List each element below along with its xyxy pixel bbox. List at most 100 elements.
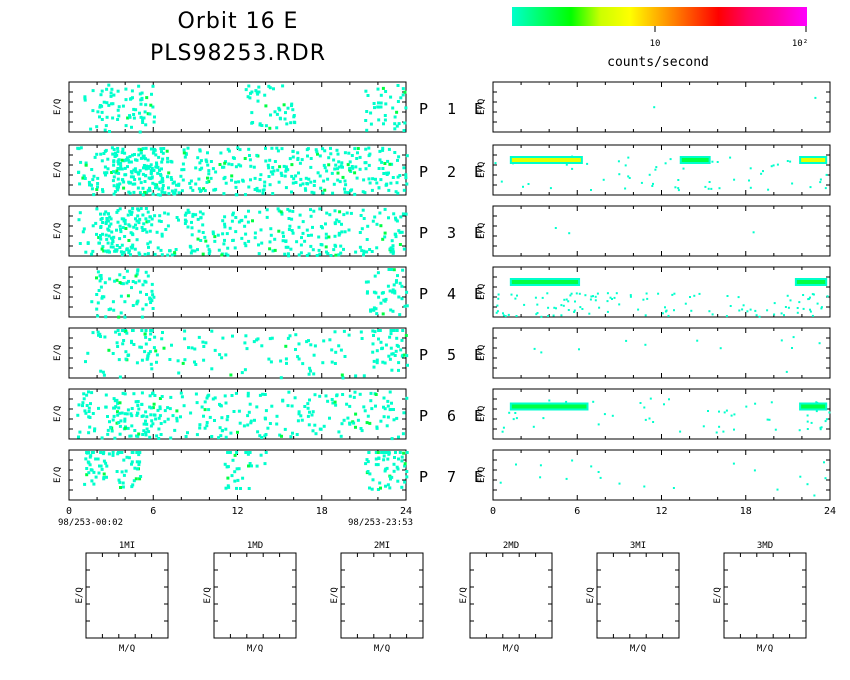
count-cell [104,315,108,319]
count-cell [590,189,592,191]
count-cell [646,297,649,300]
count-cell [144,335,148,339]
count-cell [323,166,327,170]
mass-panel-frame [596,552,680,639]
count-cell [153,413,157,417]
count-cell [322,339,326,343]
count-cell [548,399,551,402]
count-cell [119,230,123,234]
count-cell [117,358,121,362]
count-cell [301,220,305,224]
count-cell [273,237,277,241]
count-cell [117,478,121,482]
count-cell [223,222,227,226]
count-cell [381,167,385,170]
count-cell [91,331,95,335]
count-cell [249,421,253,425]
count-cell [142,166,145,170]
count-cell [159,248,163,252]
count-cell [355,157,359,160]
count-cell [258,210,262,214]
count-cell [383,118,387,122]
right-panel-frame [492,205,831,257]
count-cell [132,190,136,194]
count-cell [401,212,405,216]
count-cell [270,404,274,408]
count-cell [158,168,161,172]
count-cell [95,188,99,191]
count-cell [143,110,147,114]
count-cell [327,156,331,160]
count-cell [310,190,314,194]
count-cell [386,457,390,461]
count-cell [261,191,265,195]
count-cell [702,425,705,428]
count-cell [753,469,756,472]
count-cell [573,309,576,312]
count-cell [729,305,732,307]
count-cell [160,167,163,171]
count-cell [533,347,536,350]
count-cell [324,236,328,240]
count-cell [315,254,319,257]
count-cell [230,178,233,182]
count-cell [113,436,117,440]
count-cell [306,234,310,237]
count-cell [664,306,666,309]
right-panel-frame [492,327,831,379]
count-cell [318,154,322,158]
count-cell [316,171,320,175]
count-cell [268,158,272,162]
count-cell [228,451,232,454]
count-cell [93,155,97,159]
count-cell [340,373,344,377]
count-cell [293,396,297,400]
count-cell [113,155,117,158]
count-cell [371,219,375,223]
right-panel-1 [492,81,831,133]
count-cell [253,418,256,422]
count-cell [134,108,138,112]
count-cell [402,451,406,455]
count-cell [244,244,248,248]
count-cell [393,115,397,119]
count-cell [179,415,182,419]
count-cell [710,187,713,190]
count-cell [396,467,400,471]
count-cell [267,357,271,361]
count-cell [256,337,260,341]
count-cell [230,394,234,397]
count-cell [384,297,388,301]
count-cell [83,409,87,413]
count-cell [101,190,105,194]
count-cell [116,186,120,190]
count-cell [106,157,110,161]
count-cell [166,175,169,179]
count-cell [100,436,104,440]
count-cell [109,94,113,98]
mass-panel-title: 2MD [503,541,519,551]
count-cell [84,161,88,165]
count-cell [366,94,370,97]
count-cell [111,102,115,106]
count-cell [100,159,104,163]
count-cell [368,486,371,490]
count-cell [305,148,309,152]
count-cell [382,122,385,126]
count-cell [397,155,401,159]
count-cell [135,158,139,162]
count-cell [160,234,164,238]
count-cell [352,421,356,425]
count-cell [201,340,205,344]
count-cell [146,158,150,162]
count-cell [135,219,139,223]
count-cell [162,346,166,350]
count-cell [313,344,317,348]
count-cell [618,482,621,485]
count-cell [83,95,87,99]
count-cell [120,167,124,171]
count-cell [258,178,262,181]
count-cell [203,189,207,193]
time-start-label: 98/253-00:02 [58,518,123,528]
count-cell [364,462,368,466]
